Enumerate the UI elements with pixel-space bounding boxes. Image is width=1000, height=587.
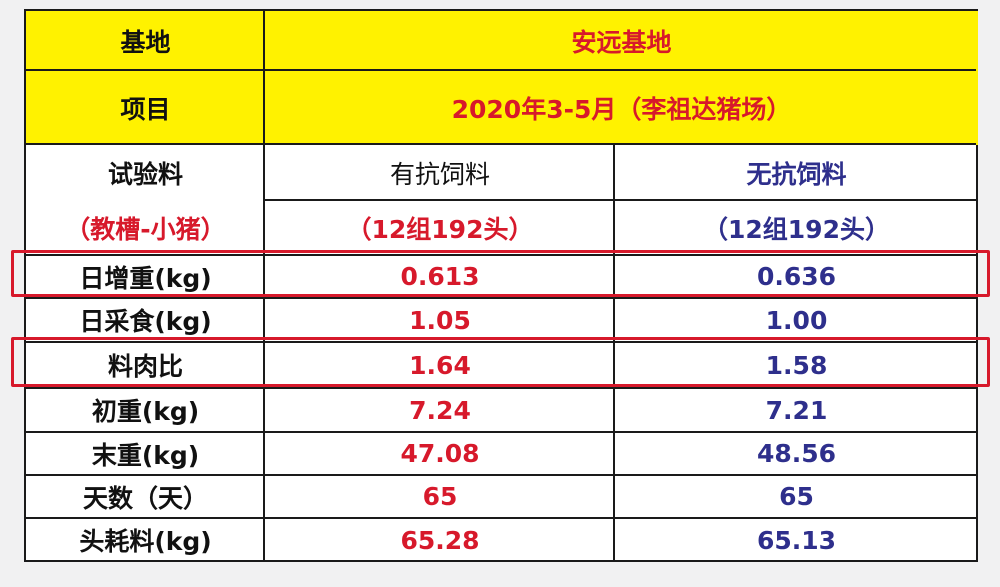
project-value: 2020年3-5月（李祖达猪场） — [265, 71, 978, 145]
row-value-without: 65.13 — [756, 525, 837, 555]
column-with-antibiotic: 有抗饲料 — [389, 159, 490, 189]
row-value-without: 1.00 — [765, 305, 828, 335]
row-value-without: 0.636 — [756, 262, 837, 291]
highlight-box — [11, 250, 990, 297]
base-value: 安远基地 — [265, 11, 978, 71]
row-label: 日采食(kg) — [79, 307, 212, 336]
row-label: 初重(kg) — [91, 397, 200, 426]
column-with-sub: （12组192头） — [346, 214, 534, 244]
column-without-antibiotic: 无抗饲料 — [746, 159, 847, 189]
row-label: 头耗料(kg) — [79, 527, 212, 556]
row-value-with: 7.24 — [409, 395, 471, 425]
row-value-without: 7.21 — [765, 395, 828, 425]
row-divider — [26, 341, 976, 343]
row-value-without: 65 — [779, 482, 814, 511]
row-divider — [26, 254, 976, 256]
column-without-sub: （12组192头） — [703, 214, 890, 244]
row-value-with: 65 — [422, 482, 458, 511]
highlight-box — [11, 337, 990, 387]
row-value-with: 65.28 — [400, 525, 480, 555]
row-label: 料肉比 — [107, 352, 183, 381]
row-label: 日增重(kg) — [79, 263, 212, 293]
row-label: 末重(kg) — [91, 440, 200, 470]
row-label: 天数（天） — [82, 483, 208, 513]
row-divider — [26, 474, 976, 476]
trial-label: 试验料 — [107, 159, 183, 189]
row-value-with: 1.05 — [409, 305, 471, 335]
row-value-without: 48.56 — [756, 439, 837, 468]
trial-sub-label: （教槽-小猪） — [65, 214, 226, 244]
row-value-without: 1.58 — [765, 350, 828, 380]
row-divider — [26, 387, 976, 389]
row-divider — [26, 517, 976, 519]
comparison-table: 基地 安远基地 项目 2020年3-5月（李祖达猪场） 试验料 （教槽-小猪） … — [24, 9, 978, 562]
row-value-with: 47.08 — [400, 439, 480, 468]
row-divider — [26, 431, 976, 433]
project-label: 项目 — [26, 71, 265, 145]
base-label: 基地 — [26, 11, 265, 71]
row-value-with: 1.64 — [409, 350, 471, 380]
row-value-with: 0.613 — [400, 262, 480, 291]
row-divider — [26, 297, 976, 299]
